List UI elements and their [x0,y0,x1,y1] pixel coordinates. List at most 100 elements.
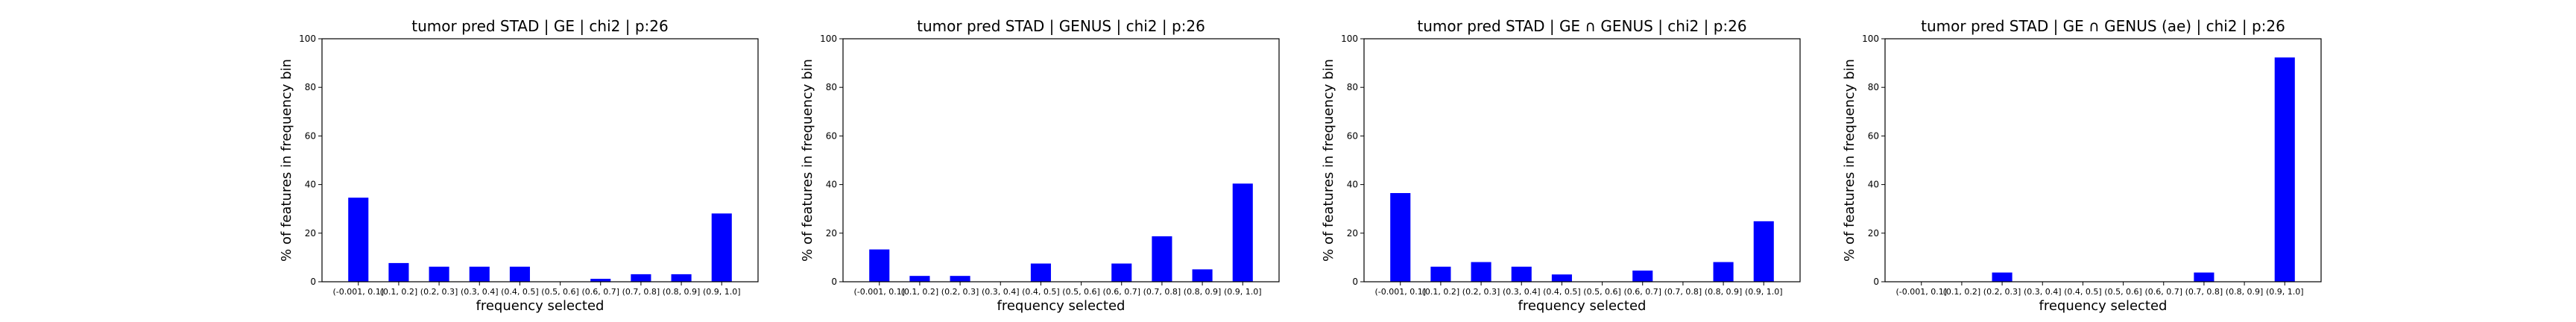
plot-frame [1884,38,2322,282]
x-tick-label: (0.5, 0.6] [1062,287,1100,297]
x-tick-label: (0.9, 1.0] [2266,287,2304,297]
y-tick-label: 20 [826,228,837,239]
x-axis-label: frequency selected [997,298,1126,314]
y-tick-label: 100 [820,34,837,44]
bar [1992,272,2012,282]
y-tick-label: 80 [1347,82,1358,92]
x-tick-label: (0.8, 0.9] [2226,287,2264,297]
y-tick-label: 20 [1347,228,1358,239]
chart-panel-1: tumor pred STAD | GE | chi2 | p:26 (-0.00… [279,17,759,314]
y-tick-label: 20 [1868,228,1879,239]
bar [1430,266,1451,282]
bar [1192,269,1213,282]
x-tick-label: (0.1, 0.2] [1943,287,1981,297]
bar [950,276,970,282]
bar [869,249,890,282]
y-tick-label: 40 [1347,180,1358,190]
x-tick-label: (0.9, 1.0] [1224,287,1262,297]
bar [671,274,692,282]
bar [509,266,530,282]
x-tick-label: (0.1, 0.2] [1422,287,1460,297]
y-tick-label: 100 [1341,34,1358,44]
x-tick-label: (0.7, 0.8] [1664,287,1702,297]
bar [429,266,449,282]
bar [1471,262,1491,282]
bar [909,276,930,282]
x-tick-label: (0.5, 0.6] [541,287,579,297]
chart-title: tumor pred STAD | GE ∩ GENUS (ae) | chi2… [1921,17,2285,35]
bar [1511,266,1532,282]
x-tick-label: (0.6, 0.7] [1102,287,1140,297]
x-tick-label: (0.6, 0.7] [2144,287,2182,297]
x-tick-label: (0.5, 0.6] [1583,287,1621,297]
x-axis-label: frequency selected [476,298,604,314]
bar [590,279,611,282]
y-tick-label: 100 [1862,34,1879,44]
x-tick-label: (0.1, 0.2] [901,287,939,297]
y-axis-label: % of features in frequency bin [800,59,815,262]
chart-title: tumor pred STAD | GE | chi2 | p:26 [411,17,668,35]
bar [711,213,732,282]
x-tick-label: (0.8, 0.9] [1705,287,1743,297]
bar [1551,274,1572,282]
x-axis-label: frequency selected [2039,298,2168,314]
chart-title: tumor pred STAD | GE ∩ GENUS | chi2 | p:… [1417,17,1746,35]
bar [1713,262,1734,282]
y-tick-label: 0 [831,277,837,287]
x-tick-label: (0.2, 0.3] [1983,287,2021,297]
x-tick-label: (0.2, 0.3] [420,287,458,297]
chart-panel-2: tumor pred STAD | GENUS | chi2 | p:26 (-0… [800,17,1280,314]
x-tick-label: (0.4, 0.5] [1543,287,1581,297]
bar [348,198,369,282]
y-axis-label: % of features in frequency bin [279,59,294,262]
bar [1632,271,1653,282]
y-tick-label: 0 [1352,277,1358,287]
bar [469,266,490,282]
x-tick-label: (0.2, 0.3] [1462,287,1500,297]
bar [1753,221,1774,282]
bar [1111,263,1132,282]
x-tick-label: (0.6, 0.7] [581,287,619,297]
y-axis-label: % of features in frequency bin [1321,59,1336,262]
x-tick-label: (0.2, 0.3] [941,287,979,297]
y-tick-label: 60 [1347,130,1358,141]
chart-title: tumor pred STAD | GENUS | chi2 | p:26 [917,17,1205,35]
bar [1152,236,1172,282]
x-tick-label: (0.6, 0.7] [1623,287,1661,297]
y-tick-label: 80 [826,82,837,92]
x-axis-label: frequency selected [1518,298,1647,314]
x-tick-label: (0.4, 0.5] [1022,287,1060,297]
y-axis-label: % of features in frequency bin [1842,59,1857,262]
plot-frame [842,38,1280,282]
bar [2194,272,2214,282]
x-tick-label: (-0.001, 0.1] [1895,287,1947,297]
y-tick-label: 60 [305,130,316,141]
x-tick-label: (0.8, 0.9] [663,287,701,297]
x-tick-label: (-0.001, 0.1] [1374,287,1426,297]
x-tick-label: (0.9, 1.0] [1745,287,1783,297]
y-tick-label: 0 [310,277,316,287]
bar [1030,263,1051,282]
bar [1390,193,1411,282]
x-tick-label: (0.7, 0.8] [1143,287,1181,297]
y-tick-label: 40 [826,180,837,190]
x-tick-label: (0.3, 0.4] [461,287,499,297]
y-tick-label: 60 [826,130,837,141]
plot-frame [321,38,759,282]
bar [631,274,651,282]
x-tick-label: (0.4, 0.5] [501,287,539,297]
x-tick-label: (-0.001, 0.1] [332,287,384,297]
x-tick-label: (0.3, 0.4] [2024,287,2062,297]
plot-frame [1363,38,1801,282]
bar [2274,57,2295,282]
x-tick-label: (-0.001, 0.1] [853,287,905,297]
y-tick-label: 40 [1868,180,1879,190]
x-tick-label: (0.9, 1.0] [703,287,741,297]
bar [388,262,409,282]
y-tick-label: 80 [305,82,316,92]
y-tick-label: 100 [299,34,316,44]
x-tick-label: (0.7, 0.8] [2185,287,2223,297]
y-tick-label: 40 [305,180,316,190]
bar [1232,183,1253,282]
